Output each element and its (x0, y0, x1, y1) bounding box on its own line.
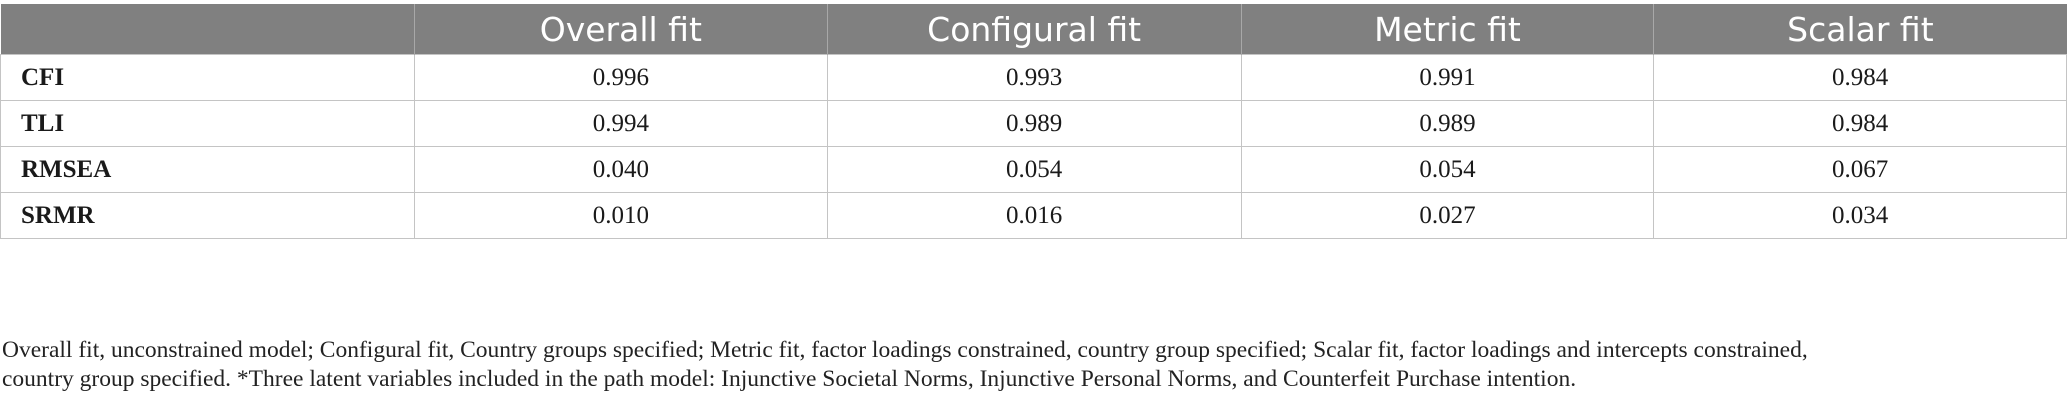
header-empty (0, 4, 415, 55)
table-row: SRMR 0.010 0.016 0.027 0.034 (0, 192, 2067, 239)
table-row: RMSEA 0.040 0.054 0.054 0.067 (0, 146, 2067, 193)
table-footnote: Overall fit, unconstrained model; Config… (2, 336, 2062, 394)
table-cell: 0.989 (1240, 100, 1655, 147)
table-cell: 0.040 (413, 146, 828, 193)
table-cell: 0.991 (1240, 54, 1655, 101)
header-overall-fit: Overall fit (413, 4, 828, 55)
table-cell: 0.994 (413, 100, 828, 147)
table-cell: 0.027 (1240, 192, 1655, 239)
row-label-cfi: CFI (0, 54, 415, 101)
table-cell: 0.054 (826, 146, 1242, 193)
header-metric-fit: Metric fit (1240, 4, 1654, 55)
table-cell: 0.067 (1653, 146, 2067, 193)
row-label-rmsea: RMSEA (0, 146, 415, 193)
table-cell: 0.993 (826, 54, 1242, 101)
table-cell: 0.034 (1653, 192, 2067, 239)
table-cell: 0.984 (1653, 54, 2067, 101)
header-configural-fit: Configural fit (826, 4, 1242, 55)
table-cell: 0.010 (413, 192, 828, 239)
footnote-line-2: country group specified. *Three latent v… (2, 366, 1577, 392)
table-cell: 0.989 (826, 100, 1242, 147)
table-cell: 0.996 (413, 54, 828, 101)
model-fit-table: Overall fit Configural fit Metric fit Sc… (0, 4, 2067, 239)
fit-table-container: Overall fit Configural fit Metric fit Sc… (0, 4, 2067, 239)
table-cell: 0.054 (1240, 146, 1655, 193)
footnote-line-1: Overall fit, unconstrained model; Config… (2, 337, 1808, 363)
row-label-srmr: SRMR (0, 192, 415, 239)
table-header-row: Overall fit Configural fit Metric fit Sc… (0, 4, 2067, 55)
table-cell: 0.984 (1653, 100, 2067, 147)
header-scalar-fit: Scalar fit (1653, 4, 2067, 55)
table-row: TLI 0.994 0.989 0.989 0.984 (0, 100, 2067, 147)
table-cell: 0.016 (826, 192, 1242, 239)
table-row: CFI 0.996 0.993 0.991 0.984 (0, 54, 2067, 101)
row-label-tli: TLI (0, 100, 415, 147)
